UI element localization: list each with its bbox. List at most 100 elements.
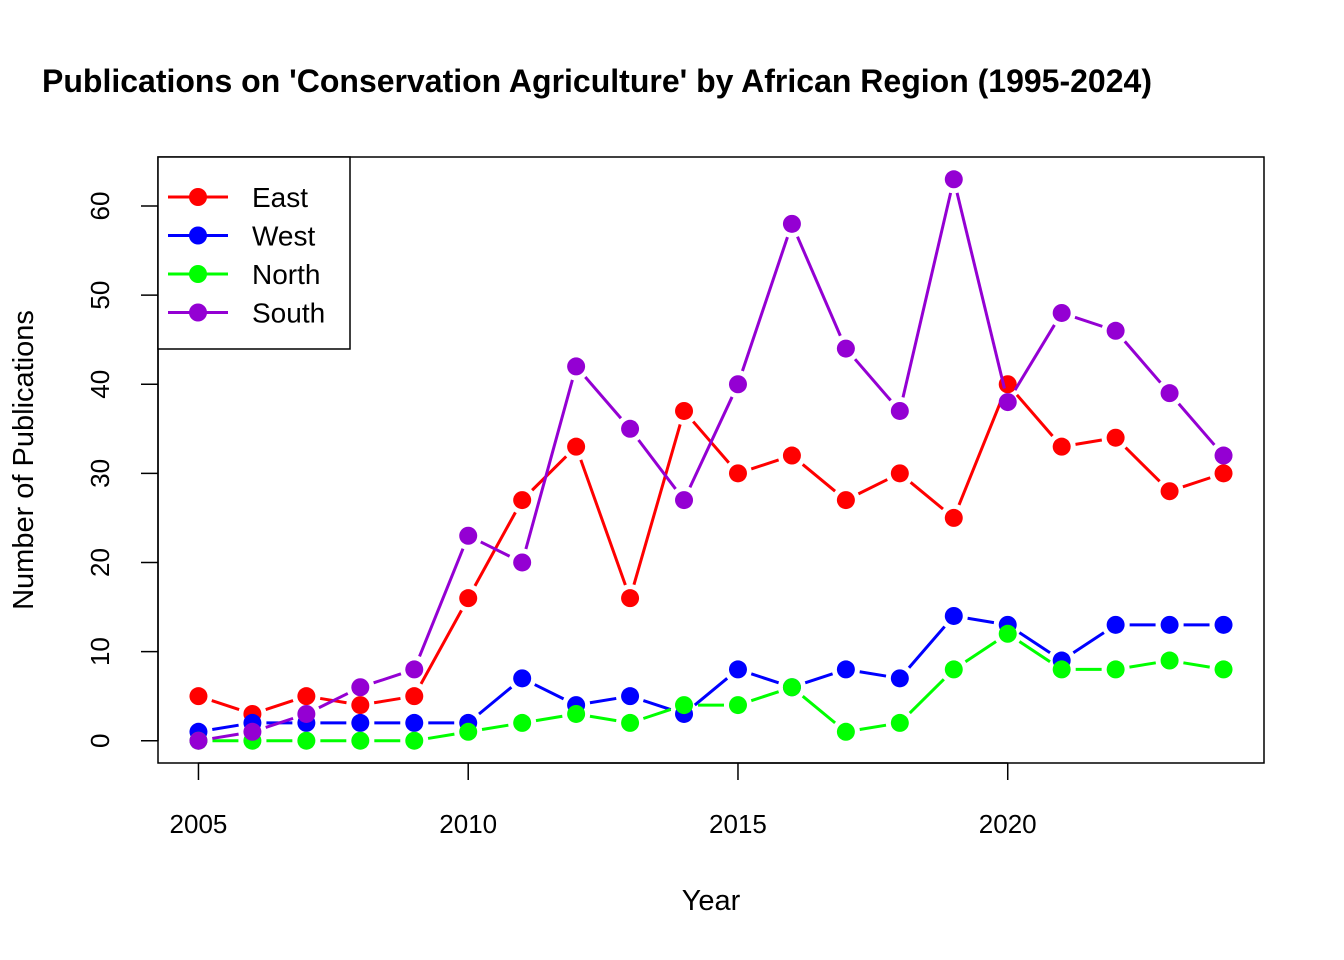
series-segment xyxy=(1183,661,1210,669)
data-point xyxy=(1052,303,1071,322)
series-segment xyxy=(750,690,780,703)
data-point xyxy=(1106,660,1125,679)
series-segment xyxy=(1123,340,1162,384)
data-point xyxy=(944,508,963,527)
series-segment xyxy=(741,236,789,372)
series-segment xyxy=(750,458,780,471)
legend-item-south: South xyxy=(168,298,325,329)
series-segment xyxy=(427,732,455,740)
data-point xyxy=(1052,437,1071,456)
series-segment xyxy=(964,640,997,663)
series-segment xyxy=(804,672,834,685)
series-layer xyxy=(189,170,1233,750)
data-point xyxy=(621,589,640,608)
series-segment xyxy=(1182,476,1211,489)
data-point xyxy=(675,696,694,715)
series-segment xyxy=(579,459,627,586)
data-point xyxy=(405,660,424,679)
data-point xyxy=(405,687,424,706)
x-tick-label: 2010 xyxy=(439,809,497,839)
data-point xyxy=(459,722,478,741)
series-segment xyxy=(688,396,734,489)
series-segment xyxy=(796,236,842,337)
legend-label: West xyxy=(252,221,315,252)
data-point xyxy=(728,464,747,483)
series-segment xyxy=(418,548,465,658)
series-segment xyxy=(531,455,568,492)
data-point xyxy=(351,731,370,750)
series-segment xyxy=(907,625,946,669)
x-axis: 2005 2010 2015 2020 xyxy=(170,762,1037,839)
series-segment xyxy=(212,723,239,732)
series-north xyxy=(189,624,1233,750)
data-point xyxy=(944,170,963,189)
series-segment xyxy=(632,424,682,586)
legend-label: East xyxy=(252,182,308,213)
data-point xyxy=(890,464,909,483)
series-segment xyxy=(901,192,953,398)
series-segment xyxy=(955,192,1006,389)
legend-marker xyxy=(189,265,207,283)
data-point xyxy=(351,696,370,715)
data-point xyxy=(836,722,855,741)
x-tick-label: 2015 xyxy=(709,809,767,839)
data-point xyxy=(459,589,478,608)
series-segment xyxy=(750,672,780,685)
data-point xyxy=(297,731,316,750)
legend: East West North South xyxy=(157,156,351,350)
series-segment xyxy=(1129,661,1157,669)
data-point xyxy=(728,660,747,679)
data-point xyxy=(243,722,262,741)
data-point xyxy=(297,687,316,706)
series-segment xyxy=(534,683,565,701)
series-segment xyxy=(853,358,892,402)
data-point xyxy=(459,526,478,545)
data-point xyxy=(890,713,909,732)
series-segment xyxy=(524,379,574,550)
series-segment xyxy=(909,481,944,511)
x-tick-label: 2005 xyxy=(170,809,228,839)
series-segment xyxy=(373,696,401,705)
data-point xyxy=(944,660,963,679)
legend-marker xyxy=(189,188,207,206)
series-segment xyxy=(801,463,837,493)
legend-label: South xyxy=(252,298,325,329)
series-segment xyxy=(419,609,463,685)
y-tick-label: 10 xyxy=(85,637,115,666)
legend-item-west: West xyxy=(168,221,315,252)
series-segment xyxy=(373,672,402,685)
data-point xyxy=(782,678,801,697)
series-segment xyxy=(1124,446,1161,483)
series-segment xyxy=(859,670,887,678)
chart-title: Publications on 'Conservation Agricultur… xyxy=(42,63,1152,99)
series-segment xyxy=(642,699,672,712)
data-point xyxy=(567,357,586,376)
series-segment xyxy=(957,396,1004,506)
data-point xyxy=(944,606,963,625)
data-point xyxy=(513,669,532,688)
data-point xyxy=(836,491,855,510)
series-segment xyxy=(265,716,294,729)
series-segment xyxy=(589,696,617,705)
series-segment xyxy=(1015,393,1054,438)
data-point xyxy=(189,731,208,750)
data-point xyxy=(1214,660,1233,679)
series-segment xyxy=(637,439,677,490)
data-point xyxy=(1214,464,1233,483)
y-tick-label: 0 xyxy=(85,733,115,747)
legend-label: North xyxy=(252,259,320,290)
y-axis-label: Number of Publications xyxy=(8,310,40,610)
y-tick-label: 40 xyxy=(85,370,115,399)
data-point xyxy=(782,446,801,465)
series-segment xyxy=(1072,631,1105,655)
series-west xyxy=(189,606,1233,741)
legend-marker xyxy=(189,226,207,245)
y-axis: 0 10 20 30 40 50 60 xyxy=(85,192,159,748)
series-segment xyxy=(859,723,887,732)
data-point xyxy=(1214,615,1233,634)
series-segment xyxy=(480,540,511,558)
series-segment xyxy=(265,699,294,712)
data-point xyxy=(567,704,586,723)
data-point xyxy=(1052,660,1071,679)
data-point xyxy=(1106,428,1125,447)
